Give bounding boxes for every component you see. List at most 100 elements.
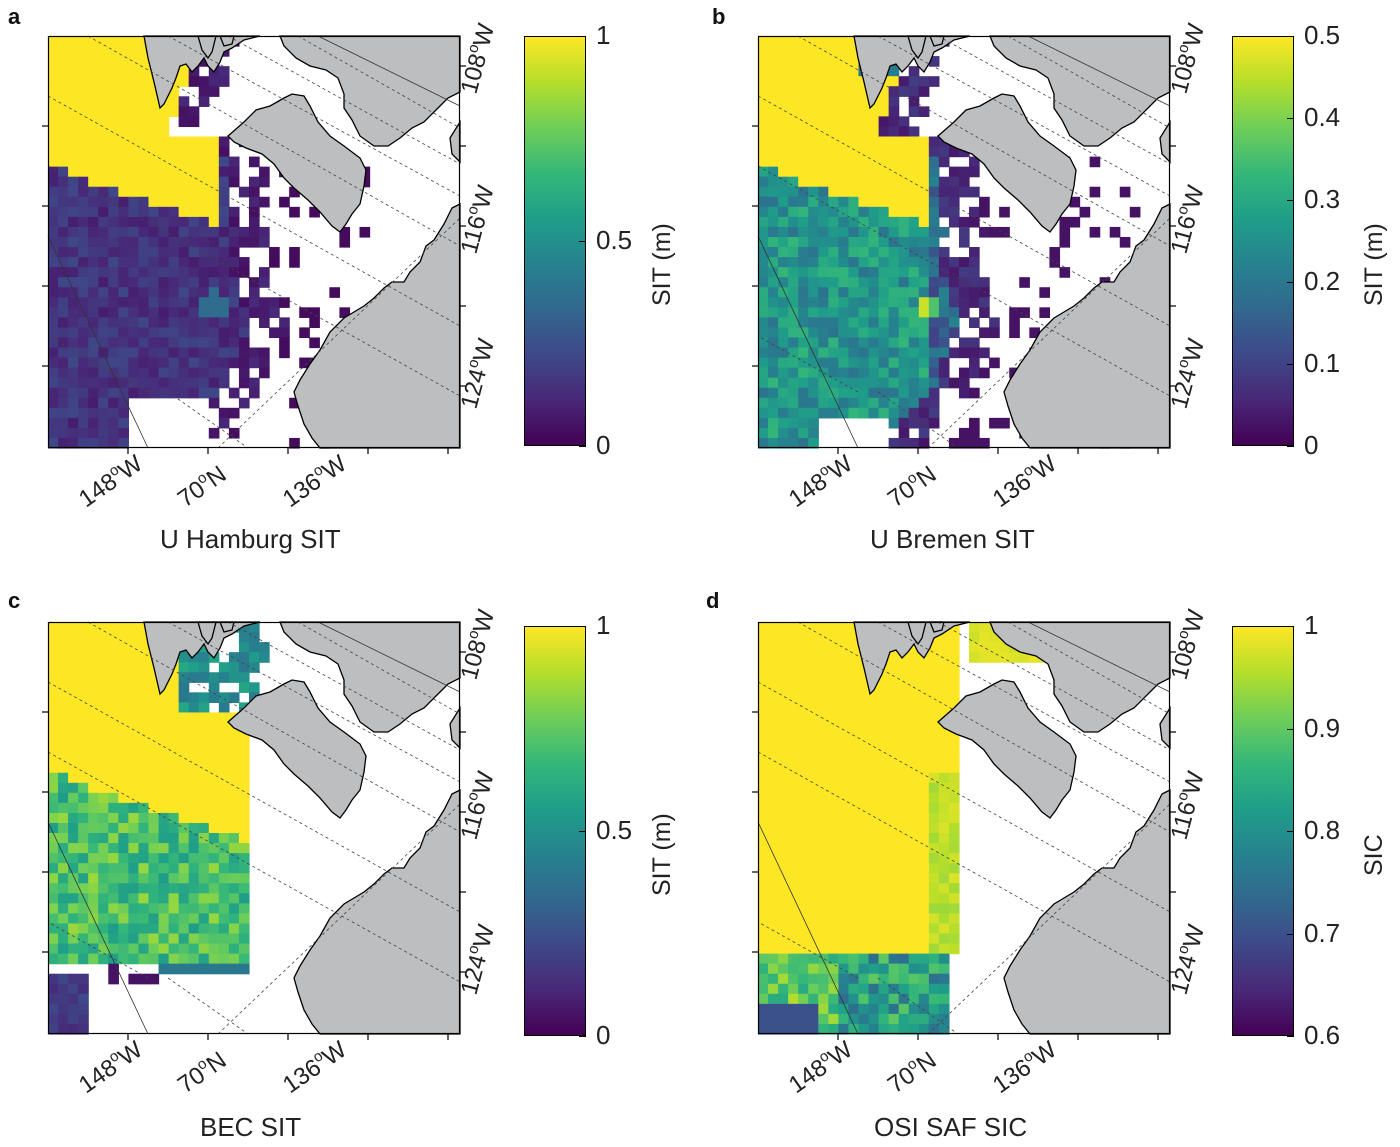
grid-cell [238, 822, 250, 834]
grid-cell [118, 752, 129, 764]
grid-cell [858, 357, 870, 369]
grid-cell [908, 752, 920, 764]
grid-cell [118, 186, 129, 198]
grid-cell [198, 772, 210, 784]
grid-cell [768, 913, 779, 925]
grid-cell [168, 347, 180, 359]
grid-cell [938, 277, 950, 288]
grid-cell [878, 397, 890, 409]
grid-cell [848, 933, 860, 945]
grid-cell [178, 923, 190, 935]
colorbar-tick [1287, 200, 1294, 201]
colorbar-tick-label: 0.7 [1304, 917, 1341, 948]
grid-cell [838, 692, 850, 703]
grid-cell [798, 943, 809, 955]
grid-cell [938, 732, 950, 744]
grid-cell [928, 792, 940, 804]
grid-cell [218, 377, 230, 389]
grid-cell [58, 206, 69, 218]
grid-cell [48, 407, 59, 419]
grid-cell [88, 146, 99, 158]
grid-cell [269, 257, 280, 268]
grid-cell [208, 682, 220, 693]
grid-cell [1019, 277, 1030, 288]
grid-cell [818, 642, 829, 653]
grid-cell [118, 166, 129, 178]
grid-cell [178, 843, 190, 854]
grid-cell [198, 833, 210, 844]
grid-cell [838, 943, 850, 955]
colorbar-tick [1287, 831, 1294, 832]
grid-cell [148, 943, 160, 955]
grid-cell [768, 307, 779, 318]
grid-cell [259, 297, 270, 308]
grid-cell [979, 327, 990, 339]
land-polygon [293, 788, 461, 1035]
grid-cell [798, 822, 809, 834]
grid-cell [148, 327, 160, 339]
grid-cell [908, 712, 920, 724]
grid-cell [88, 317, 99, 329]
grid-cell [108, 236, 119, 248]
grid-cell [168, 327, 180, 339]
grid-cell [778, 833, 789, 844]
grid-cell [118, 247, 129, 258]
grid-cell [68, 327, 79, 339]
grid-cell [138, 327, 150, 339]
grid-cell [808, 822, 819, 834]
grid-cell [788, 923, 799, 935]
grid-cell [888, 752, 900, 764]
grid-cell [868, 943, 880, 955]
grid-cell [148, 923, 160, 935]
grid-cell [898, 267, 910, 278]
grid-cell [218, 407, 230, 419]
grid-cell [228, 317, 240, 329]
grid-cell [248, 682, 260, 693]
grid-cell [48, 923, 59, 935]
grid-cell [168, 782, 180, 794]
grid-cell [118, 722, 129, 734]
grid-cell [168, 307, 180, 318]
grid-cell [778, 56, 789, 67]
grid-cell [758, 893, 769, 904]
grid-cell [768, 337, 779, 349]
grid-cell [928, 1013, 940, 1025]
grid-cell [918, 156, 930, 168]
grid-cell [188, 833, 200, 844]
grid-cell [98, 762, 109, 774]
grid-cell [78, 337, 89, 349]
graticule-line [317, 621, 461, 693]
grid-cell [828, 317, 839, 329]
grid-cell [158, 762, 170, 774]
grid-cell [778, 257, 789, 268]
grid-cell [948, 762, 960, 774]
grid-cell [798, 307, 809, 318]
grid-cell [768, 437, 779, 449]
grid-cell [928, 692, 940, 703]
grid-cell [918, 427, 930, 439]
lon-hem: W [1028, 450, 1062, 485]
grid-cell [118, 893, 129, 904]
grid-cell [68, 772, 79, 784]
grid-cell [798, 622, 809, 633]
grid-cell [128, 863, 140, 874]
grid-cell [98, 226, 109, 238]
grid-cell [898, 437, 910, 449]
grid-cell [238, 782, 250, 794]
grid-cell [908, 437, 920, 449]
grid-cell [188, 176, 200, 188]
grid-cell [858, 833, 870, 844]
grid-cell [818, 712, 829, 724]
grid-cell [778, 277, 789, 288]
grid-cell [858, 843, 870, 854]
grid-cell [248, 387, 260, 399]
grid-cell [828, 407, 839, 419]
grid-cell [48, 863, 59, 874]
grid-cell [838, 387, 850, 399]
grid-cell [788, 297, 799, 308]
grid-cell [78, 126, 89, 138]
grid-cell [118, 873, 129, 884]
grid-cell [198, 672, 210, 683]
grid-cell [808, 226, 819, 238]
grid-cell [128, 772, 140, 784]
